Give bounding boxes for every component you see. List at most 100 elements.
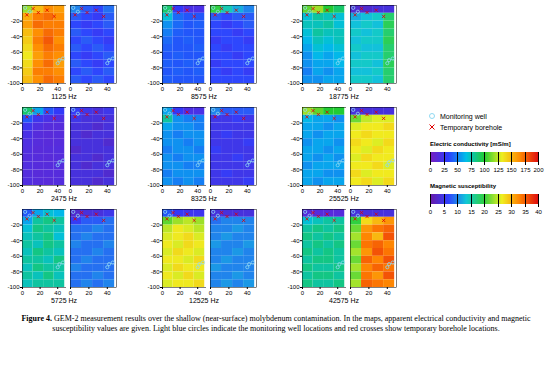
svg-text:20: 20 [226, 290, 233, 296]
svg-text:5: 5 [443, 209, 447, 215]
svg-text:-100: -100 [7, 284, 20, 290]
svg-text:-60: -60 [11, 253, 20, 259]
svg-text:-40: -40 [151, 238, 160, 244]
svg-text:200: 200 [533, 167, 544, 173]
svg-text:-100: -100 [147, 182, 160, 188]
svg-text:40: 40 [54, 290, 61, 296]
svg-text:-100: -100 [7, 182, 20, 188]
svg-text:-20: -20 [11, 18, 20, 24]
svg-text:20: 20 [177, 86, 184, 92]
svg-text:20: 20 [37, 290, 44, 296]
svg-text:-100: -100 [287, 284, 300, 290]
svg-text:10: 10 [454, 209, 461, 215]
svg-text:40: 40 [104, 188, 111, 194]
svg-text:-20: -20 [151, 120, 160, 126]
svg-text:-20: -20 [11, 120, 20, 126]
svg-text:0: 0 [209, 86, 213, 92]
svg-text:40: 40 [334, 188, 341, 194]
svg-text:-100: -100 [7, 80, 20, 86]
svg-text:-40: -40 [151, 34, 160, 40]
svg-text:-40: -40 [291, 34, 300, 40]
svg-text:40: 40 [54, 86, 61, 92]
svg-text:40: 40 [384, 86, 391, 92]
svg-text:20: 20 [37, 86, 44, 92]
svg-text:0: 0 [161, 188, 165, 194]
svg-text:20: 20 [366, 86, 373, 92]
svg-text:-60: -60 [291, 151, 300, 157]
svg-text:-20: -20 [291, 18, 300, 24]
svg-text:-80: -80 [11, 65, 20, 71]
svg-text:20: 20 [317, 290, 324, 296]
svg-text:20: 20 [177, 188, 184, 194]
svg-text:0: 0 [429, 167, 433, 173]
svg-text:20: 20 [226, 86, 233, 92]
svg-text:0: 0 [69, 86, 73, 92]
svg-text:30: 30 [508, 209, 515, 215]
svg-text:0: 0 [21, 188, 25, 194]
svg-text:40: 40 [194, 188, 201, 194]
svg-text:40: 40 [334, 290, 341, 296]
svg-text:-40: -40 [291, 136, 300, 142]
svg-text:Magnetic susceptibility: Magnetic susceptibility [430, 183, 497, 189]
svg-text:175: 175 [520, 167, 531, 173]
svg-text:20: 20 [86, 86, 93, 92]
svg-text:0: 0 [21, 86, 25, 92]
svg-text:15: 15 [468, 209, 475, 215]
svg-text:-20: -20 [11, 222, 20, 228]
svg-text:50: 50 [454, 167, 461, 173]
svg-text:-80: -80 [291, 65, 300, 71]
svg-text:150: 150 [506, 167, 517, 173]
svg-text:0: 0 [349, 86, 353, 92]
svg-text:-100: -100 [147, 80, 160, 86]
svg-text:40: 40 [104, 290, 111, 296]
svg-text:20: 20 [86, 290, 93, 296]
svg-text:0: 0 [21, 290, 25, 296]
svg-text:0: 0 [69, 290, 73, 296]
svg-text:-80: -80 [291, 167, 300, 173]
svg-text:40: 40 [334, 86, 341, 92]
svg-text:-60: -60 [11, 49, 20, 55]
svg-text:-60: -60 [291, 49, 300, 55]
svg-text:125: 125 [493, 167, 504, 173]
svg-text:Electric conductivity [mS/m]: Electric conductivity [mS/m] [430, 141, 511, 147]
svg-text:0: 0 [349, 188, 353, 194]
svg-text:-80: -80 [11, 167, 20, 173]
svg-text:35: 35 [522, 209, 529, 215]
svg-text:-60: -60 [151, 151, 160, 157]
svg-text:-20: -20 [291, 222, 300, 228]
svg-text:-100: -100 [287, 80, 300, 86]
svg-text:-60: -60 [11, 151, 20, 157]
svg-text:-40: -40 [11, 136, 20, 142]
svg-text:40: 40 [244, 86, 251, 92]
svg-text:40: 40 [244, 188, 251, 194]
svg-text:100: 100 [479, 167, 490, 173]
svg-text:0: 0 [209, 188, 213, 194]
svg-text:40: 40 [104, 86, 111, 92]
svg-text:40: 40 [54, 188, 61, 194]
svg-text:0: 0 [349, 290, 353, 296]
svg-text:-60: -60 [151, 49, 160, 55]
svg-text:25: 25 [441, 167, 448, 173]
svg-text:20: 20 [366, 290, 373, 296]
svg-text:-60: -60 [151, 253, 160, 259]
svg-text:-60: -60 [291, 253, 300, 259]
svg-text:0: 0 [301, 86, 305, 92]
svg-text:0: 0 [161, 86, 165, 92]
svg-text:-20: -20 [151, 18, 160, 24]
svg-text:0: 0 [69, 188, 73, 194]
svg-text:-80: -80 [151, 269, 160, 275]
svg-text:0: 0 [161, 290, 165, 296]
svg-text:75: 75 [468, 167, 475, 173]
svg-text:-100: -100 [287, 182, 300, 188]
svg-text:-80: -80 [151, 167, 160, 173]
svg-text:20: 20 [226, 188, 233, 194]
svg-text:25: 25 [495, 209, 502, 215]
svg-text:0: 0 [301, 188, 305, 194]
svg-text:20: 20 [481, 209, 488, 215]
svg-text:40: 40 [194, 86, 201, 92]
svg-text:-100: -100 [147, 284, 160, 290]
svg-text:20: 20 [86, 188, 93, 194]
svg-text:-80: -80 [11, 269, 20, 275]
svg-text:-40: -40 [11, 238, 20, 244]
svg-text:-40: -40 [151, 136, 160, 142]
